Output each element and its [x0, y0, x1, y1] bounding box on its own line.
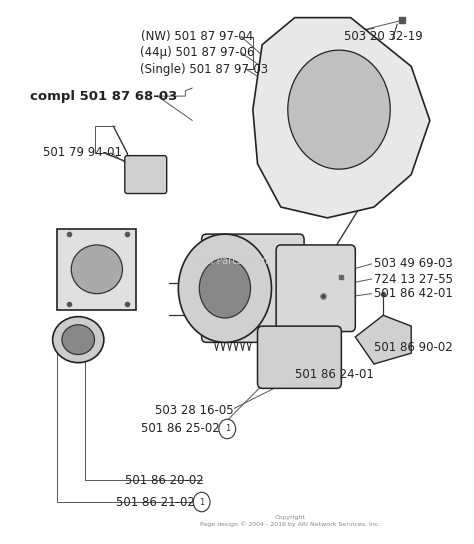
Text: 501 86 42-01: 501 86 42-01	[374, 287, 453, 300]
Text: Copyright
Page design © 2004 - 2016 by ARI Network Services, Inc.: Copyright Page design © 2004 - 2016 by A…	[200, 515, 380, 527]
Text: (Single) 501 87 97-03: (Single) 501 87 97-03	[140, 63, 268, 76]
Text: ARI PartStream: ARI PartStream	[197, 256, 271, 266]
Text: 501 86 21-02: 501 86 21-02	[116, 496, 194, 509]
Text: 503 49 69-03: 503 49 69-03	[374, 257, 453, 270]
Text: 724 13 27-55: 724 13 27-55	[374, 273, 453, 286]
Ellipse shape	[71, 245, 122, 294]
Text: 503 20 32-19: 503 20 32-19	[344, 30, 423, 43]
Text: (NW) 501 87 97-04: (NW) 501 87 97-04	[141, 30, 253, 43]
Text: 503 28 16-05: 503 28 16-05	[155, 404, 234, 417]
Text: (44μ) 501 87 97-06: (44μ) 501 87 97-06	[140, 46, 254, 59]
Text: 1: 1	[225, 424, 230, 434]
FancyBboxPatch shape	[257, 326, 341, 388]
FancyBboxPatch shape	[201, 234, 304, 342]
Circle shape	[199, 258, 251, 318]
Text: compl 501 87 68-03: compl 501 87 68-03	[30, 90, 178, 103]
FancyBboxPatch shape	[125, 156, 167, 194]
Ellipse shape	[62, 325, 94, 355]
PathPatch shape	[253, 17, 430, 218]
Ellipse shape	[288, 50, 390, 169]
PathPatch shape	[57, 228, 137, 310]
Text: 501 86 24-01: 501 86 24-01	[295, 368, 374, 381]
Text: 501 79 94-01: 501 79 94-01	[44, 146, 122, 159]
Circle shape	[193, 492, 210, 512]
Circle shape	[178, 234, 272, 342]
Text: 501 86 20-02: 501 86 20-02	[125, 474, 204, 487]
Text: 1: 1	[199, 498, 204, 506]
FancyBboxPatch shape	[276, 245, 356, 331]
Circle shape	[219, 419, 236, 438]
Text: 501 86 90-02: 501 86 90-02	[374, 341, 453, 354]
PathPatch shape	[356, 316, 411, 364]
Ellipse shape	[53, 317, 104, 363]
Text: 501 86 25-02: 501 86 25-02	[141, 423, 220, 435]
